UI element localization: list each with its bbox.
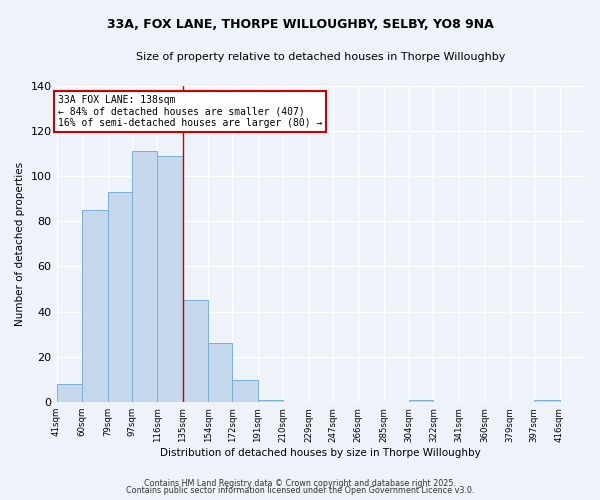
Text: Contains HM Land Registry data © Crown copyright and database right 2025.: Contains HM Land Registry data © Crown c… — [144, 478, 456, 488]
Bar — [56, 384, 82, 402]
Bar — [157, 156, 182, 402]
Bar — [182, 300, 208, 402]
Bar — [534, 400, 560, 402]
Bar — [258, 400, 283, 402]
Title: Size of property relative to detached houses in Thorpe Willoughby: Size of property relative to detached ho… — [136, 52, 505, 62]
Text: Contains public sector information licensed under the Open Government Licence v3: Contains public sector information licen… — [126, 486, 474, 495]
Bar — [131, 151, 157, 402]
Bar — [82, 210, 107, 402]
Y-axis label: Number of detached properties: Number of detached properties — [15, 162, 25, 326]
Bar — [208, 344, 232, 402]
Bar — [232, 380, 258, 402]
Text: 33A FOX LANE: 138sqm
← 84% of detached houses are smaller (407)
16% of semi-deta: 33A FOX LANE: 138sqm ← 84% of detached h… — [58, 94, 322, 128]
Bar — [409, 400, 433, 402]
Text: 33A, FOX LANE, THORPE WILLOUGHBY, SELBY, YO8 9NA: 33A, FOX LANE, THORPE WILLOUGHBY, SELBY,… — [107, 18, 493, 30]
X-axis label: Distribution of detached houses by size in Thorpe Willoughby: Distribution of detached houses by size … — [160, 448, 481, 458]
Bar — [107, 192, 131, 402]
